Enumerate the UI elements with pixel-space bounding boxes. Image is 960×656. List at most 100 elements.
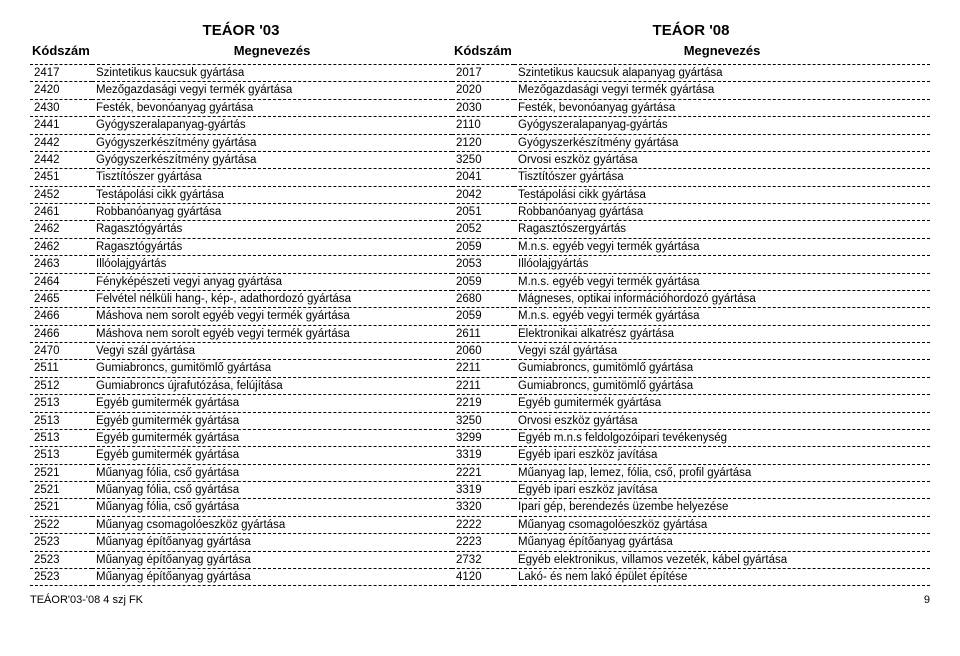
cell-n1: Gyógyszeralapanyag-gyártás <box>92 117 452 134</box>
cell-n2: Egyéb ipari eszköz javítása <box>514 482 930 499</box>
cell-c2: 4120 <box>452 568 514 585</box>
table-row: 2512Gumiabroncs újrafutózása, felújítása… <box>30 377 930 394</box>
cell-c1: 2512 <box>30 377 92 394</box>
cell-c1: 2451 <box>30 169 92 186</box>
cell-n2: Műanyag építőanyag gyártása <box>514 534 930 551</box>
table-row: 2513Egyéb gumitermék gyártása3250Orvosi … <box>30 412 930 429</box>
cell-c1: 2452 <box>30 186 92 203</box>
table-row: 2462Ragasztógyártás2059M.n.s. egyéb vegy… <box>30 238 930 255</box>
table-row: 2417Szintetikus kaucsuk gyártása2017Szin… <box>30 65 930 82</box>
cell-n1: Máshova nem sorolt egyéb vegyi termék gy… <box>92 308 452 325</box>
cell-c2: 2051 <box>452 204 514 221</box>
table-row: 2523Műanyag építőanyag gyártása2223Műany… <box>30 534 930 551</box>
cell-c1: 2470 <box>30 343 92 360</box>
cell-c1: 2466 <box>30 325 92 342</box>
table-row: 2513Egyéb gumitermék gyártása3299Egyéb m… <box>30 429 930 446</box>
cell-n1: Vegyi szál gyártása <box>92 343 452 360</box>
col-header-name-left: Megnevezés <box>92 41 452 65</box>
table-row: 2420Mezőgazdasági vegyi termék gyártása2… <box>30 82 930 99</box>
cell-n1: Ragasztógyártás <box>92 221 452 238</box>
cell-c2: 2052 <box>452 221 514 238</box>
table-row: 2466Máshova nem sorolt egyéb vegyi termé… <box>30 308 930 325</box>
cell-c2: 2120 <box>452 134 514 151</box>
table-row: 2441Gyógyszeralapanyag-gyártás2110Gyógys… <box>30 117 930 134</box>
cell-c1: 2513 <box>30 395 92 412</box>
cell-n2: Egyéb ipari eszköz javítása <box>514 447 930 464</box>
cell-c2: 3250 <box>452 412 514 429</box>
cell-c1: 2513 <box>30 429 92 446</box>
col-header-name-right: Megnevezés <box>514 41 930 65</box>
cell-n1: Műanyag építőanyag gyártása <box>92 568 452 585</box>
cell-c2: 2110 <box>452 117 514 134</box>
cell-n1: Egyéb gumitermék gyártása <box>92 412 452 429</box>
cell-n2: M.n.s. egyéb vegyi termék gyártása <box>514 238 930 255</box>
cell-c1: 2464 <box>30 273 92 290</box>
table-row: 2521Műanyag fólia, cső gyártása2221Műany… <box>30 464 930 481</box>
cell-c1: 2521 <box>30 499 92 516</box>
table-row: 2462Ragasztógyártás2052Ragasztószergyárt… <box>30 221 930 238</box>
cell-n2: Műanyag lap, lemez, fólia, cső, profil g… <box>514 464 930 481</box>
cell-c2: 2222 <box>452 516 514 533</box>
cell-c1: 2430 <box>30 99 92 116</box>
page-footer: TEÁOR'03-'08 4 szj FK 9 <box>30 594 930 606</box>
cell-c2: 3320 <box>452 499 514 516</box>
table-row: 2452Testápolási cikk gyártása2042Testápo… <box>30 186 930 203</box>
table-row: 2521Műanyag fólia, cső gyártása3320Ipari… <box>30 499 930 516</box>
table-row: 2465Felvétel nélküli hang-, kép-, adatho… <box>30 290 930 307</box>
table-row: 2511Gumiabroncs, gumitömlő gyártása2211G… <box>30 360 930 377</box>
cell-c1: 2461 <box>30 204 92 221</box>
cell-c1: 2521 <box>30 464 92 481</box>
cell-n2: Ragasztószergyártás <box>514 221 930 238</box>
table-row: 2451Tisztítószer gyártása2041Tisztítósze… <box>30 169 930 186</box>
cell-n2: Vegyi szál gyártása <box>514 343 930 360</box>
cell-n1: Mezőgazdasági vegyi termék gyártása <box>92 82 452 99</box>
cell-n1: Gyógyszerkészítmény gyártása <box>92 151 452 168</box>
cell-n1: Illóolajgyártás <box>92 256 452 273</box>
cell-c1: 2513 <box>30 412 92 429</box>
cell-c2: 3250 <box>452 151 514 168</box>
cell-c2: 2060 <box>452 343 514 360</box>
cell-n1: Gyógyszerkészítmény gyártása <box>92 134 452 151</box>
teaor-table: TEÁOR '03 TEÁOR '08 Kódszám Megnevezés K… <box>30 20 930 586</box>
cell-n2: Festék, bevonóanyag gyártása <box>514 99 930 116</box>
cell-n1: Robbanóanyag gyártása <box>92 204 452 221</box>
cell-n2: Egyéb elektronikus, villamos vezeték, ká… <box>514 551 930 568</box>
cell-n2: Gyógyszerkészítmény gyártása <box>514 134 930 151</box>
cell-n2: Elektronikai alkatrész gyártása <box>514 325 930 342</box>
cell-c2: 2041 <box>452 169 514 186</box>
cell-n1: Egyéb gumitermék gyártása <box>92 447 452 464</box>
cell-n2: Orvosi eszköz gyártása <box>514 412 930 429</box>
table-row: 2513Egyéb gumitermék gyártása3319Egyéb i… <box>30 447 930 464</box>
cell-n2: Gumiabroncs, gumitömlő gyártása <box>514 377 930 394</box>
cell-c2: 2680 <box>452 290 514 307</box>
cell-n1: Műanyag építőanyag gyártása <box>92 534 452 551</box>
cell-c2: 3299 <box>452 429 514 446</box>
cell-c2: 2611 <box>452 325 514 342</box>
cell-c2: 2059 <box>452 238 514 255</box>
cell-c2: 2059 <box>452 308 514 325</box>
cell-n1: Felvétel nélküli hang-, kép-, adathordoz… <box>92 290 452 307</box>
cell-n2: M.n.s. egyéb vegyi termék gyártása <box>514 273 930 290</box>
table-row: 2463Illóolajgyártás2053Illóolajgyártás <box>30 256 930 273</box>
footer-right: 9 <box>924 594 930 606</box>
cell-n2: Lakó- és nem lakó épület építése <box>514 568 930 585</box>
cell-c2: 2042 <box>452 186 514 203</box>
cell-c2: 2223 <box>452 534 514 551</box>
cell-n1: Gumiabroncs, gumitömlő gyártása <box>92 360 452 377</box>
group-header-left: TEÁOR '03 <box>30 20 452 41</box>
table-row: 2513Egyéb gumitermék gyártása2219Egyéb g… <box>30 395 930 412</box>
cell-c2: 2059 <box>452 273 514 290</box>
table-row: 2442Gyógyszerkészítmény gyártása3250Orvo… <box>30 151 930 168</box>
cell-c1: 2442 <box>30 134 92 151</box>
cell-n1: Műanyag fólia, cső gyártása <box>92 482 452 499</box>
cell-n2: Illóolajgyártás <box>514 256 930 273</box>
cell-n1: Tisztítószer gyártása <box>92 169 452 186</box>
cell-n1: Máshova nem sorolt egyéb vegyi termék gy… <box>92 325 452 342</box>
cell-c1: 2463 <box>30 256 92 273</box>
cell-c1: 2441 <box>30 117 92 134</box>
cell-c1: 2462 <box>30 221 92 238</box>
cell-n2: Gyógyszeralapanyag-gyártás <box>514 117 930 134</box>
col-header-code-right: Kódszám <box>452 41 514 65</box>
cell-c1: 2465 <box>30 290 92 307</box>
cell-c1: 2420 <box>30 82 92 99</box>
